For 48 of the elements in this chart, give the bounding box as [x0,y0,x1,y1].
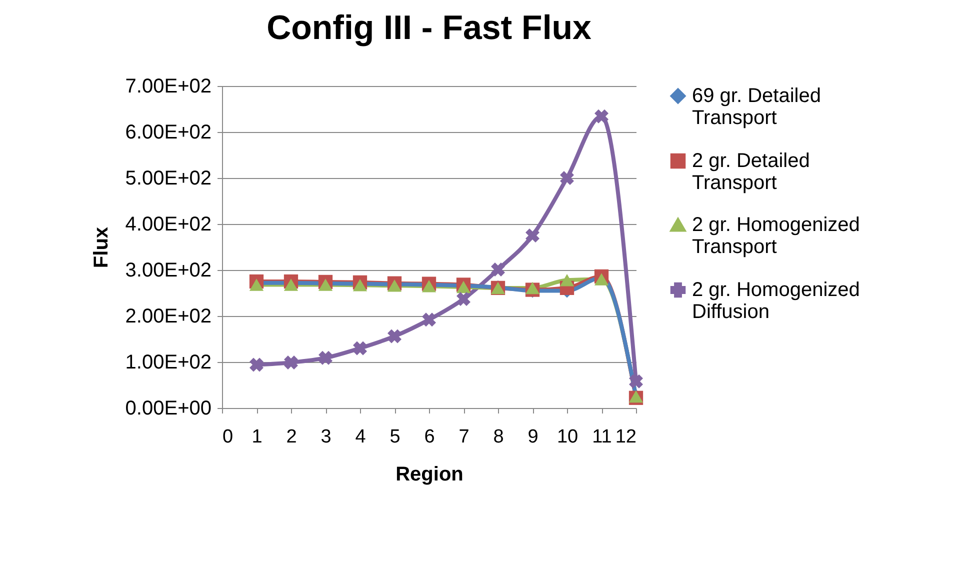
y-tick-label: 2.00E+02 [125,306,212,328]
x-tick-label: 12 [615,426,636,448]
x-tick-label: 6 [424,426,435,448]
x-tick-label: 11 [592,426,612,448]
x-tick-label: 4 [355,426,366,448]
point [456,292,470,306]
point [352,279,368,292]
y-tick-label: 5.00E+02 [125,168,212,190]
point [284,278,298,291]
y-axis-title: Flux [90,226,112,268]
point [560,274,574,286]
x-tick-label: 5 [390,426,400,448]
y-tick-label: 4.00E+02 [125,214,212,236]
x-tick-label: 8 [493,426,504,448]
y-tick-label: 1.00E+02 [125,352,212,374]
point [594,273,609,286]
point [491,262,505,277]
point [318,350,332,365]
legend-label: 2 gr. Homogenized Transport [692,214,860,258]
point [250,358,264,372]
x-tick-label: 2 [286,426,297,448]
x-tick-label: 1 [252,426,262,448]
legend-label: 2 gr. Homogenized Diffusion [692,279,860,323]
y-tick-label: 0.00E+00 [125,398,212,420]
y-tick-label: 3.00E+02 [125,260,212,282]
y-tick-label: 7.00E+02 [125,76,212,98]
x-tick-label: 7 [458,426,470,448]
x-tick-label: 9 [528,426,538,448]
chart-title: Config III - Fast Flux [266,9,592,47]
point [318,278,333,291]
point [387,280,402,292]
legend-label: 69 gr. Detailed Transport [692,85,821,129]
point [560,171,574,185]
legend-label: 2 gr. Detailed Transport [692,150,810,194]
point [594,109,608,124]
point [422,312,436,327]
y-tick-label: 6.00E+02 [125,122,212,144]
point [629,374,643,388]
point [284,355,298,370]
x-tick-label: 10 [556,426,578,448]
point [388,329,402,344]
point [526,228,540,242]
point [249,278,264,291]
x-axis-title: Region [396,464,464,486]
point [525,282,540,294]
point [353,341,367,356]
x-tick-label: 3 [320,426,332,448]
x-tick-label: 0 [222,426,234,448]
